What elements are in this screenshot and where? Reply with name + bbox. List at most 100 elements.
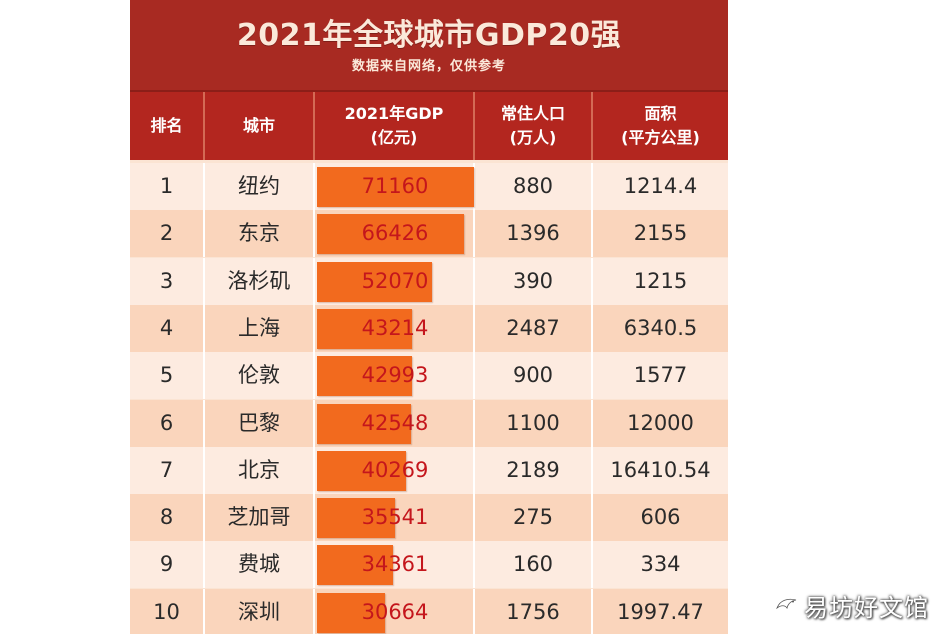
population-cell: 2487 [475, 304, 593, 352]
rank-cell: 1 [130, 163, 205, 210]
city-cell: 洛杉矶 [205, 257, 315, 305]
header-city: 城市 [205, 92, 315, 160]
header-rank: 排名 [130, 92, 205, 160]
table-row: 2 东京 66426 1396 2155 [130, 210, 728, 258]
population-cell: 1100 [475, 399, 593, 447]
gdp-cell: 71160 [315, 163, 475, 210]
table-row: 10 深圳 30664 1756 1997.47 [130, 588, 728, 634]
area-cell: 1214.4 [623, 174, 698, 198]
city-cell: 北京 [205, 446, 315, 494]
city-cell: 上海 [205, 304, 315, 352]
gdp-value: 43214 [361, 315, 429, 340]
area-cell: 1215 [633, 268, 688, 293]
bird-logo-icon [776, 598, 797, 610]
area-cell: 334 [640, 552, 681, 577]
city-cell: 纽约 [205, 163, 315, 210]
rank-cell: 7 [130, 446, 205, 494]
gdp-ranking-card: 2021年全球城市GDP20强 数据来自网络，仅供参考 排名 城市 2021年G… [130, 0, 728, 634]
gdp-cell: 66426 [315, 210, 475, 258]
gdp-bar [317, 356, 412, 397]
table-header: 排名 城市 2021年GDP (亿元) 常住人口 (万人) 面积 (平方公里) [130, 92, 728, 160]
area-cell: 16410.54 [610, 457, 711, 482]
table-row: 6 巴黎 42548 1100 12000 [130, 399, 728, 447]
table-row: 1 纽约 71160 880 1214.4 [130, 163, 728, 210]
header-gdp-unit: (亿元) [370, 128, 418, 147]
header-area-unit: (平方公里) [621, 128, 700, 147]
city-cell: 伦敦 [205, 352, 315, 400]
gdp-value: 35541 [361, 505, 429, 530]
city-cell: 芝加哥 [205, 494, 315, 542]
table-row: 7 北京 40269 2189 16410.54 [130, 446, 728, 494]
header-gdp: 2021年GDP (亿元) [315, 92, 475, 160]
population-cell: 1756 [475, 588, 593, 634]
gdp-cell: 43214 [315, 304, 475, 352]
population-cell: 390 [475, 257, 593, 305]
gdp-cell: 30664 [315, 588, 475, 634]
header-gdp-label: 2021年GDP [344, 104, 444, 123]
population-cell: 275 [475, 494, 593, 542]
rank-cell: 10 [130, 588, 205, 634]
population-cell: 880 [475, 163, 593, 210]
gdp-cell: 42548 [315, 399, 475, 447]
chart-title: 2021年全球城市GDP20强 [236, 18, 622, 53]
population-cell: 1396 [475, 210, 593, 258]
city-cell: 深圳 [205, 588, 315, 634]
population-cell: 2189 [475, 446, 593, 494]
table-row: 8 芝加哥 35541 275 606 [130, 494, 728, 542]
gdp-value: 34361 [361, 552, 429, 577]
gdp-bar [317, 450, 406, 491]
rank-cell: 6 [130, 399, 205, 447]
rank-cell: 9 [130, 541, 205, 589]
population-cell: 900 [475, 352, 593, 400]
area-cell: 2155 [633, 221, 688, 246]
table-row: 5 伦敦 42993 900 1577 [130, 352, 728, 400]
gdp-bar [317, 167, 474, 207]
gdp-cell: 52070 [315, 257, 475, 305]
gdp-bar [317, 545, 393, 586]
header-population: 常住人口 (万人) [475, 92, 593, 160]
gdp-bar [317, 261, 432, 302]
gdp-bar [317, 214, 464, 255]
gdp-cell: 40269 [315, 446, 475, 494]
rank-cell: 3 [130, 257, 205, 305]
gdp-cell: 42993 [315, 352, 475, 400]
table-row: 3 洛杉矶 52070 390 1215 [130, 257, 728, 305]
city-cell: 巴黎 [205, 399, 315, 447]
table-row: 4 上海 43214 2487 6340.5 [130, 304, 728, 352]
table-row: 9 费城 34361 160 334 [130, 541, 728, 589]
rank-cell: 8 [130, 494, 205, 542]
population-cell: 160 [475, 541, 593, 589]
area-cell: 12000 [627, 410, 694, 435]
area-cell: 606 [640, 505, 681, 530]
gdp-value: 42993 [361, 363, 429, 388]
gdp-value: 66426 [361, 221, 429, 246]
gdp-cell: 35541 [315, 494, 475, 542]
gdp-value: 52070 [361, 268, 429, 293]
header-area-label: 面积 [644, 104, 677, 123]
header-area: 面积 (平方公里) [593, 92, 728, 160]
header-rank-label: 排名 [150, 116, 183, 135]
header-population-unit: (万人) [509, 128, 557, 147]
gdp-value: 40269 [361, 457, 429, 482]
city-cell: 费城 [205, 541, 315, 589]
gdp-bar [317, 592, 385, 633]
gdp-value: 42548 [361, 410, 429, 435]
header-city-label: 城市 [242, 116, 275, 135]
rank-cell: 5 [130, 352, 205, 400]
gdp-bar [317, 498, 396, 539]
area-cell: 6340.5 [623, 315, 698, 340]
city-cell: 东京 [205, 210, 315, 258]
gdp-value: 30664 [361, 599, 429, 624]
gdp-bar [317, 403, 411, 444]
title-banner: 2021年全球城市GDP20强 数据来自网络，仅供参考 [130, 0, 728, 92]
area-cell: 1577 [633, 363, 688, 388]
rank-cell: 2 [130, 210, 205, 258]
gdp-cell: 34361 [315, 541, 475, 589]
area-cell: 1997.47 [617, 599, 704, 624]
chart-subtitle: 数据来自网络，仅供参考 [351, 59, 506, 74]
gdp-value: 71160 [361, 174, 429, 198]
header-population-label: 常住人口 [500, 104, 565, 123]
rank-cell: 4 [130, 304, 205, 352]
watermark-text: 易坊好文馆 [804, 594, 929, 622]
gdp-bar [317, 308, 413, 349]
